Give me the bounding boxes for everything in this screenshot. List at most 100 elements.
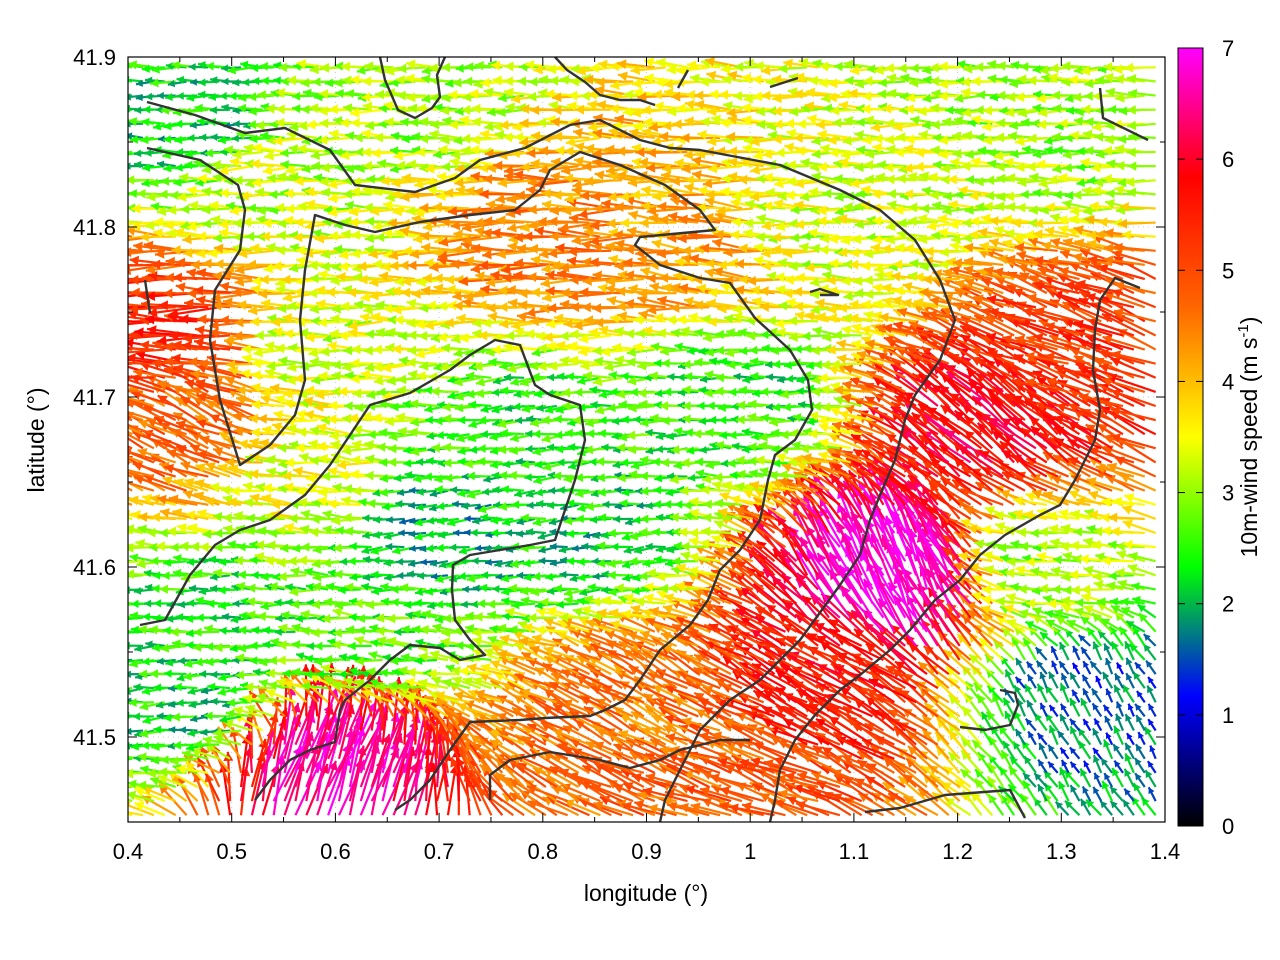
wind-arrowhead [709, 773, 720, 784]
wind-arrow [128, 743, 144, 748]
wind-arrowhead [198, 670, 207, 678]
wind-arrowhead [1060, 703, 1067, 711]
wind-arrowhead [787, 743, 798, 753]
wind-arrowhead [128, 698, 137, 708]
wind-arrowhead [703, 685, 714, 695]
wind-arrowhead [244, 497, 254, 508]
wind-arrowhead [112, 787, 122, 796]
wind-arrowhead [349, 667, 358, 676]
wind-arrowhead [992, 693, 1001, 703]
wind-arrowhead [258, 679, 269, 688]
wind-arrowhead [429, 650, 440, 660]
wind-arrowhead [621, 801, 632, 812]
wind-arrowhead [1116, 701, 1123, 709]
wind-arrowhead [1069, 718, 1077, 726]
wind-arrowhead [332, 607, 343, 618]
wind-arrowhead [134, 801, 145, 811]
wind-arrowhead [282, 669, 291, 678]
wind-arrowhead [408, 486, 416, 494]
wind-arrowhead [219, 715, 228, 724]
wind-arrowhead [688, 528, 698, 538]
wind-arrow [128, 784, 144, 789]
wind-arrowhead [107, 767, 115, 776]
wind-arrowhead [134, 644, 142, 653]
wind-arrowhead [476, 599, 486, 609]
wind-arrowhead [171, 712, 180, 722]
wind-arrowhead [815, 718, 827, 728]
wind-arrowhead [237, 542, 246, 552]
wind-arrowhead [498, 471, 508, 480]
wind-arrowhead [183, 659, 193, 668]
wind-arrowhead [460, 600, 468, 609]
wind-arrowhead [1070, 585, 1080, 596]
wind-arrowhead [597, 487, 606, 497]
wind-arrowhead [240, 681, 249, 691]
wind-arrow [261, 718, 288, 774]
wind-arrowhead [1120, 597, 1129, 607]
wind-arrowhead [538, 557, 546, 565]
wind-arrowhead [101, 801, 111, 810]
wind-arrowhead [481, 487, 490, 496]
wind-arrowhead [229, 644, 238, 653]
wind-arrowhead [739, 694, 750, 704]
wind-arrowhead [723, 718, 734, 728]
wind-arrowhead [714, 498, 724, 508]
wind-arrowhead [426, 456, 434, 466]
wind-arrowhead [755, 455, 765, 466]
wind-arrowhead [647, 671, 658, 681]
wind-arrowhead [117, 752, 126, 761]
wind-arrowhead [399, 583, 409, 593]
wind-arrowhead [193, 740, 202, 749]
wind-arrow [348, 745, 365, 802]
wind-arrowhead [162, 626, 171, 635]
wind-arrowhead [322, 558, 332, 568]
wind-arrowhead [575, 514, 584, 524]
wind-arrowhead [112, 780, 121, 790]
wind-arrowhead [520, 688, 531, 698]
wind-arrowhead [1048, 744, 1055, 753]
wind-arrowhead [219, 626, 227, 635]
wind-arrowhead [652, 685, 664, 694]
wind-arrowhead [1148, 787, 1155, 795]
wind-arrowhead [1038, 759, 1045, 767]
wind-arrowhead [151, 742, 160, 751]
wind-arrow [414, 701, 429, 759]
wind-arrowhead [405, 677, 416, 688]
wind-arrowhead [217, 585, 226, 595]
wind-arrowhead [511, 707, 523, 717]
wind-arrowhead [1015, 729, 1023, 737]
wind-arrowhead [948, 723, 958, 733]
wind-arrow [348, 712, 363, 774]
wind-arrowhead [1038, 743, 1046, 751]
wind-arrowhead [502, 793, 513, 803]
wind-arrowhead [867, 689, 878, 699]
wind-arrowhead [159, 584, 168, 594]
wind-arrowhead [1125, 742, 1132, 751]
wind-arrowhead [190, 715, 198, 723]
wind-arrowhead [665, 732, 676, 743]
wind-arrowhead [628, 724, 640, 733]
wind-arrowhead [490, 729, 501, 739]
wind-arrowhead [265, 689, 276, 699]
wind-arrowhead [90, 429, 100, 438]
wind-arrowhead [840, 687, 851, 697]
wind-arrowhead [1104, 715, 1111, 724]
wind-arrowhead [1065, 800, 1073, 809]
wind-arrowhead [416, 488, 424, 496]
wind-arrowhead [712, 731, 723, 742]
wind-arrowhead [119, 767, 127, 776]
wind-arrow [261, 727, 274, 788]
wind-arrowhead [344, 526, 354, 536]
wind-arrowhead [1068, 569, 1079, 580]
wind-arrowhead [1108, 512, 1118, 523]
wind-arrowhead [1027, 674, 1034, 682]
wind-arrowhead [110, 472, 120, 481]
wind-arrowhead [420, 558, 428, 566]
wind-arrowhead [648, 803, 658, 814]
wind-arrow [128, 630, 144, 634]
wind-arrowhead [1072, 645, 1079, 653]
wind-arrowhead [1058, 781, 1066, 790]
wind-arrowhead [1014, 685, 1022, 694]
wind-arrowhead [1114, 760, 1121, 768]
wind-arrowhead [1105, 688, 1112, 696]
